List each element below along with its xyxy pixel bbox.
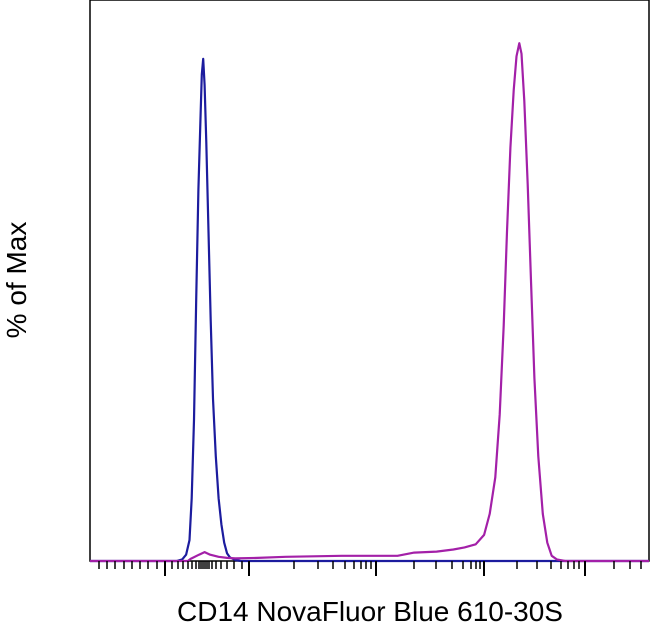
series-layer — [90, 42, 649, 563]
plot-frame — [89, 0, 650, 562]
histogram-series-2 — [90, 42, 649, 563]
x-axis-label: CD14 NovaFluor Blue 610-30S — [177, 596, 563, 627]
x-axis-ticks — [98, 561, 642, 576]
histogram-series-1 — [90, 57, 649, 563]
y-axis-label: % of Max — [1, 222, 32, 339]
